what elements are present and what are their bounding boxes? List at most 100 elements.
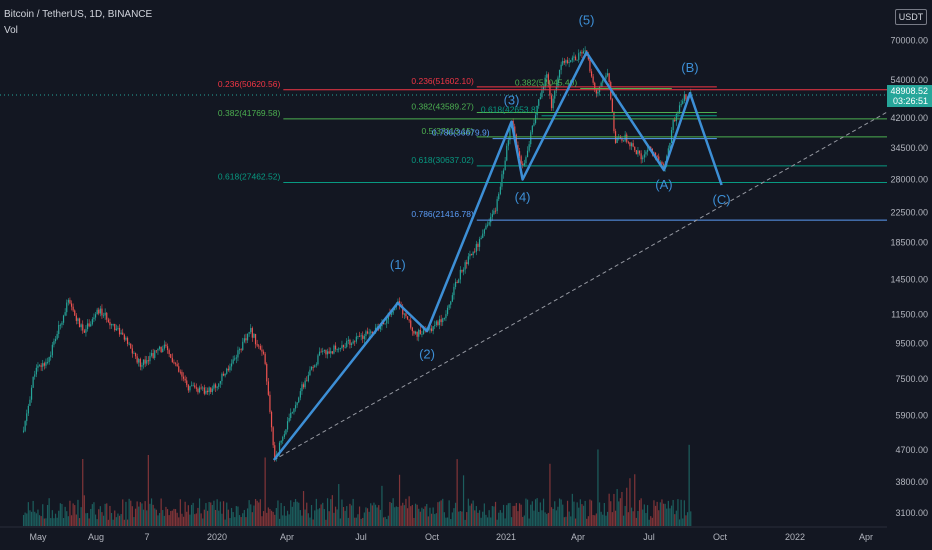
candle-body	[89, 323, 90, 326]
volume-bar	[45, 518, 46, 526]
candle-body	[193, 385, 194, 386]
time-axis[interactable]: May Aug 7 2020 Apr Jul Oct 2021 Apr Jul Oct 2022 Apr	[0, 527, 887, 550]
volume-bar	[503, 505, 504, 526]
candle-body	[31, 388, 32, 400]
candle-body	[268, 381, 269, 394]
wave-label: (1)	[390, 257, 406, 272]
candle-body	[444, 318, 445, 319]
volume-bar	[493, 507, 494, 526]
trendline[interactable]	[274, 111, 889, 460]
volume-bar	[617, 489, 618, 526]
symbol-title[interactable]: Bitcoin / TetherUS, 1D, BINANCE	[4, 9, 152, 20]
volume-bar	[530, 505, 531, 526]
candle-body	[572, 58, 573, 61]
volume-bar	[325, 520, 326, 526]
volume-bar	[205, 503, 206, 526]
volume-bar	[684, 500, 685, 526]
candle-body	[306, 381, 307, 382]
volume-bar	[452, 512, 453, 526]
candle-body	[241, 349, 242, 350]
volume-bar	[244, 510, 245, 526]
volume-bar	[412, 505, 413, 526]
candle-body	[95, 314, 96, 317]
candle-body	[180, 372, 181, 373]
wave-label: (B)	[681, 60, 698, 75]
candle-body	[631, 143, 632, 146]
volume-bar	[73, 503, 74, 526]
volume-bar	[157, 515, 158, 526]
candle-body	[447, 308, 448, 314]
candle-body	[249, 332, 250, 333]
volume-bar	[668, 501, 669, 526]
candle-body	[476, 244, 477, 252]
volume-bar	[55, 514, 56, 526]
candle-body	[98, 310, 99, 314]
wave-count[interactable]: (1) (2) (3) (4) (5) (A) (B) (C)	[274, 12, 731, 460]
candle-body	[111, 324, 112, 325]
volume-bar	[439, 501, 440, 526]
volume-bar	[682, 518, 683, 526]
candle-body	[210, 387, 211, 392]
volume-bar	[180, 499, 181, 526]
candle-body	[50, 355, 51, 357]
volume-bar	[274, 515, 275, 526]
volume-bar	[105, 504, 106, 526]
candle-body	[209, 387, 210, 392]
currency-button[interactable]: USDT	[895, 9, 927, 25]
candle-body	[87, 323, 88, 329]
volume-bar	[676, 511, 677, 526]
volume-bar	[258, 502, 259, 526]
candle-body	[263, 352, 264, 354]
volume-bar	[364, 513, 365, 526]
volume-bar	[178, 517, 179, 526]
volume-bar	[277, 500, 278, 526]
volume-bar	[271, 511, 272, 526]
volume-bar	[279, 519, 280, 526]
volume-bar	[252, 512, 253, 526]
volume-bar	[415, 504, 416, 526]
price-tick-label: 4700.00	[895, 445, 928, 455]
candle-body	[452, 295, 453, 301]
price-tick-label: 54000.00	[890, 75, 928, 85]
volume-bar	[671, 506, 672, 526]
volume-bar	[23, 515, 24, 526]
candle-body	[138, 359, 139, 363]
candle-body	[607, 73, 608, 75]
volume-bar	[41, 516, 42, 526]
candle-body	[116, 329, 117, 330]
candle-body	[327, 351, 328, 354]
volume-bar	[314, 510, 315, 526]
volume-bar	[391, 503, 392, 526]
volume-bar	[357, 514, 358, 526]
candle-body	[324, 350, 325, 351]
candle-body	[266, 364, 267, 382]
price-tick-label: 42000.00	[890, 113, 928, 123]
volume-bar	[653, 500, 654, 526]
volume-bar	[633, 511, 634, 526]
candle-body	[506, 146, 507, 161]
volume-bar	[316, 499, 317, 526]
candle-body	[153, 353, 154, 358]
volume-bar	[173, 509, 174, 526]
volume-bar	[209, 502, 210, 526]
volume-bar	[28, 502, 29, 526]
volume-bar	[689, 445, 690, 526]
price-axis[interactable]: 70000.00 54000.00 42000.00 34500.00 28000.00…	[887, 0, 932, 550]
candle-body	[191, 385, 192, 386]
volume-bar	[380, 510, 381, 526]
volume-bar	[421, 508, 422, 526]
volume-bar	[289, 514, 290, 526]
candle-body	[135, 353, 136, 356]
candle-body	[325, 350, 326, 354]
volume-bar	[673, 500, 674, 526]
candle-body	[341, 345, 342, 348]
candle-body	[82, 324, 83, 330]
volume-bar	[281, 503, 282, 526]
volume-bar	[103, 516, 104, 526]
volume-bar	[245, 517, 246, 526]
volume-bar	[365, 507, 366, 526]
volume-bar	[396, 506, 397, 526]
volume-bar	[39, 515, 40, 526]
candle-body	[634, 147, 635, 151]
